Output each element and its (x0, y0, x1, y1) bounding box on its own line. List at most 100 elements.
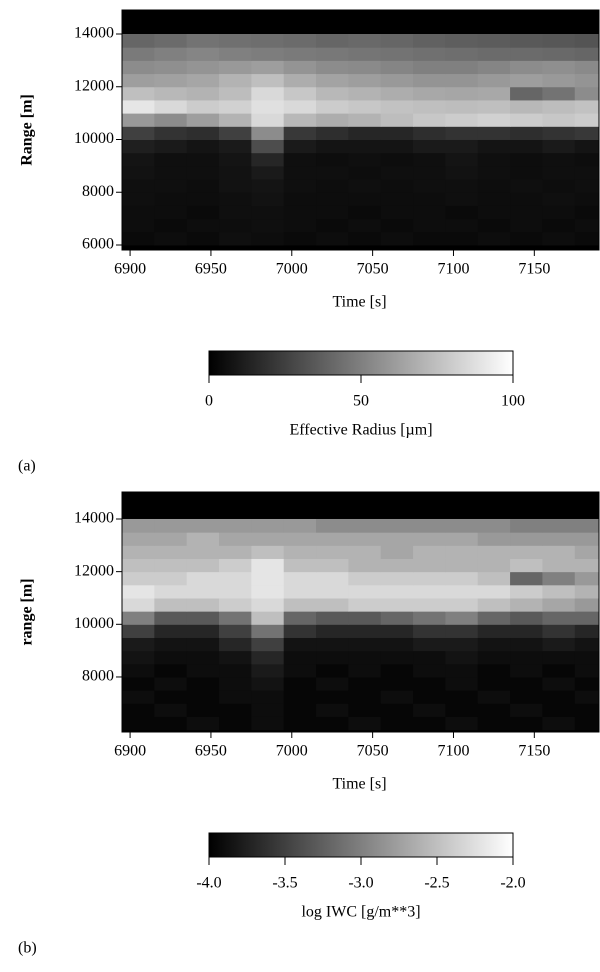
heatmap-cell (154, 165, 188, 180)
heatmap-cell (574, 139, 599, 154)
heatmap-cell (445, 703, 479, 717)
heatmap-cell (316, 126, 349, 140)
heatmap-cell (413, 152, 446, 167)
heatmap-cell (316, 152, 349, 167)
heatmap-cell (186, 113, 220, 127)
heatmap-cell (251, 218, 285, 233)
heatmap-cell (219, 545, 252, 559)
heatmap-cell (542, 716, 576, 731)
y-tick-label: 12000 (74, 562, 114, 579)
heatmap-cell (510, 99, 543, 114)
y-axis-title: range [m] (19, 578, 36, 645)
heatmap-cell (574, 113, 599, 127)
heatmap-cell (283, 624, 317, 638)
heatmap-cell (380, 597, 414, 612)
heatmap-cell (251, 34, 285, 48)
heatmap-cell (542, 126, 576, 140)
heatmap-cell (316, 571, 349, 586)
heatmap-cell (251, 532, 285, 546)
heatmap-cell (251, 152, 285, 167)
heatmap-cell (477, 597, 511, 612)
heatmap-cell (122, 126, 155, 140)
heatmap-cell (477, 624, 511, 638)
heatmap-cell (574, 34, 599, 48)
heatmap-cell (574, 73, 599, 88)
heatmap-cell (154, 624, 188, 638)
heatmap-cell (186, 716, 220, 731)
heatmap-cell (510, 663, 543, 678)
heatmap-cell (477, 571, 511, 586)
heatmap-cell (445, 545, 479, 559)
heatmap-cell (316, 703, 349, 717)
heatmap-cell (348, 165, 382, 180)
heatmap-cell (348, 584, 382, 599)
heatmap-cell (380, 532, 414, 546)
heatmap-cell (186, 152, 220, 167)
heatmap-cell (154, 231, 188, 246)
heatmap-cell (574, 532, 599, 546)
heatmap-cell (477, 205, 511, 220)
heatmap-cell (186, 73, 220, 88)
x-axis-title: Time [s] (332, 294, 386, 311)
heatmap-cell (413, 703, 446, 717)
heatmap-cell (316, 47, 349, 61)
heatmap-cell (283, 532, 317, 546)
panel-label: (a) (18, 458, 36, 475)
heatmap-cell (316, 139, 349, 154)
heatmap-cell (445, 663, 479, 678)
heatmap-cell (574, 637, 599, 652)
heatmap-cell (542, 637, 576, 652)
heatmap-cell (186, 231, 220, 246)
heatmap-cell (186, 663, 220, 678)
heatmap-cell (186, 47, 220, 61)
heatmap-cell (122, 584, 155, 599)
heatmap-cell (154, 650, 188, 665)
heatmap-cell (413, 34, 446, 48)
heatmap-cell (154, 139, 188, 154)
heatmap-cell (413, 192, 446, 206)
heatmap-cell (510, 231, 543, 246)
y-tick-label: 10000 (74, 615, 114, 632)
heatmap-cell (251, 86, 285, 101)
x-tick-label: 7000 (276, 261, 308, 278)
heatmap-cell (510, 113, 543, 127)
heatmap-cell (122, 624, 155, 638)
heatmap-cell (283, 165, 317, 180)
heatmap-cell (413, 637, 446, 652)
heatmap-cell (251, 690, 285, 704)
heatmap-cell (316, 545, 349, 559)
heatmap-cell (477, 34, 511, 48)
heatmap-cell (251, 650, 285, 665)
heatmap-cell (380, 716, 414, 731)
heatmap-cell (348, 126, 382, 140)
heatmap-cell (413, 218, 446, 233)
heatmap-cell (413, 650, 446, 665)
heatmap-cell (542, 113, 576, 127)
heatmap-cell (251, 584, 285, 599)
heatmap-cell (154, 637, 188, 652)
heatmap-cell (219, 663, 252, 678)
heatmap-cell (186, 86, 220, 101)
heatmap-cell (283, 60, 317, 75)
heatmap-cell (574, 716, 599, 731)
y-tick-label: 6000 (82, 236, 114, 253)
heatmap-cell (574, 597, 599, 612)
heatmap-cell (154, 126, 188, 140)
heatmap-cell (251, 571, 285, 586)
heatmap-cell (348, 571, 382, 586)
heatmap-cell (477, 518, 511, 533)
heatmap-cell (445, 113, 479, 127)
heatmap-cell (251, 179, 285, 193)
heatmap-cell (477, 650, 511, 665)
heatmap-cell (348, 60, 382, 75)
heatmap-cell (219, 650, 252, 665)
y-axis-title: Range [m] (19, 94, 36, 166)
heatmap-cell (413, 60, 446, 75)
heatmap-cell (219, 571, 252, 586)
heatmap-cell (413, 716, 446, 731)
heatmap-cell (251, 637, 285, 652)
heatmap-cell (445, 231, 479, 246)
heatmap-cell (154, 73, 188, 88)
heatmap-cell (316, 676, 349, 691)
heatmap-cell (316, 179, 349, 193)
